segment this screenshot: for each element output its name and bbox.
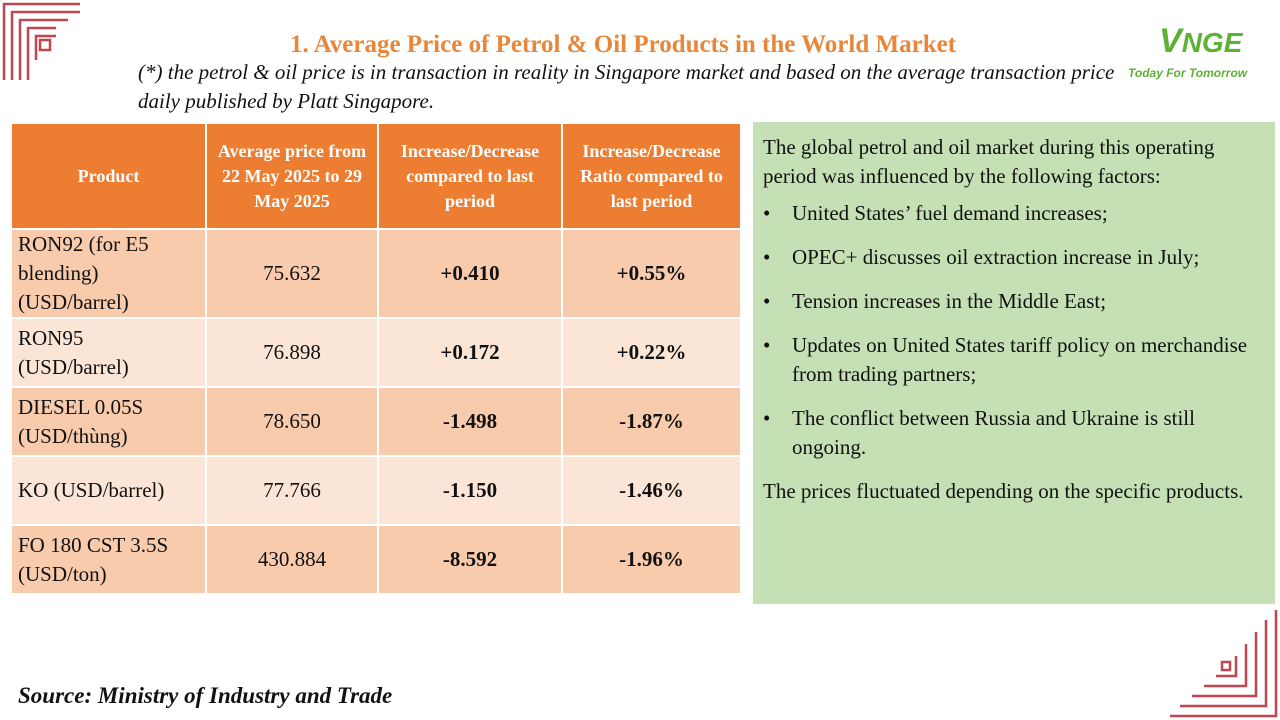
list-item: • OPEC+ discusses oil extraction increase… — [763, 243, 1265, 272]
price-change-ratio: +0.22% — [561, 317, 742, 388]
price-change: -1.150 — [377, 455, 563, 526]
product-name: DIESEL 0.05S (USD/thùng) — [10, 386, 207, 457]
list-item: • Tension increases in the Middle East; — [763, 287, 1265, 316]
factor-text: The conflict between Russia and Ukraine … — [792, 406, 1195, 459]
list-item: • United States’ fuel demand increases; — [763, 199, 1265, 228]
average-price: 430.884 — [205, 524, 379, 595]
average-price: 77.766 — [205, 455, 379, 526]
price-change-ratio: -1.96% — [561, 524, 742, 595]
price-change-ratio: -1.87% — [561, 386, 742, 457]
bullet-icon: • — [763, 289, 771, 313]
header-change: Increase/Decrease compared to last perio… — [377, 122, 563, 230]
price-change-ratio: -1.46% — [561, 455, 742, 526]
factors-intro: The global petrol and oil market during … — [763, 135, 1215, 188]
average-price: 76.898 — [205, 317, 379, 388]
price-change-ratio: +0.55% — [561, 228, 742, 319]
price-change: +0.172 — [377, 317, 563, 388]
bullet-icon: • — [763, 333, 771, 357]
product-name: RON92 (for E5 blending) (USD/barrel) — [10, 228, 207, 319]
market-factors-panel: The global petrol and oil market during … — [753, 122, 1275, 604]
product-name: FO 180 CST 3.5S (USD/ton) — [10, 524, 207, 595]
average-price: 78.650 — [205, 386, 379, 457]
header-average-price: Average price from 22 May 2025 to 29 May… — [205, 122, 379, 230]
price-table: Product Average price from 22 May 2025 t… — [10, 122, 742, 595]
factor-text: Tension increases in the Middle East; — [792, 289, 1107, 313]
table-row: FO 180 CST 3.5S (USD/ton) 430.884 -8.592… — [10, 524, 742, 595]
price-change: +0.410 — [377, 228, 563, 319]
corner-ornament-top-left — [2, 2, 80, 80]
vnge-logo: VNGE Today For Tomorrow — [1126, 22, 1266, 88]
table-row: RON95 (USD/barrel) 76.898 +0.172 +0.22% — [10, 317, 742, 388]
factors-list: • United States’ fuel demand increases; •… — [763, 199, 1265, 462]
page-title: 1. Average Price of Petrol & Oil Product… — [289, 30, 957, 58]
logo-mark: VNGE — [1159, 22, 1243, 60]
logo-tagline: Today For Tomorrow — [1128, 66, 1248, 80]
factor-text: Updates on United States tariff policy o… — [792, 333, 1248, 386]
subtitle-note: (*) the petrol & oil price is in transac… — [138, 60, 1115, 113]
product-name: RON95 (USD/barrel) — [10, 317, 207, 388]
bullet-icon: • — [763, 406, 771, 430]
list-item: • The conflict between Russia and Ukraine… — [763, 404, 1265, 462]
table-row: RON92 (for E5 blending) (USD/barrel) 75.… — [10, 228, 742, 319]
product-name: KO (USD/barrel) — [10, 455, 207, 526]
list-item: • Updates on United States tariff policy … — [763, 331, 1265, 389]
source-citation: Source: Ministry of Industry and Trade — [18, 683, 393, 708]
bullet-icon: • — [763, 201, 771, 225]
factor-text: OPEC+ discusses oil extraction increase … — [792, 245, 1200, 269]
price-change: -1.498 — [377, 386, 563, 457]
table-row: KO (USD/barrel) 77.766 -1.150 -1.46% — [10, 455, 742, 526]
table-header-row: Product Average price from 22 May 2025 t… — [10, 122, 742, 230]
bullet-icon: • — [763, 245, 771, 269]
header-product: Product — [10, 122, 207, 230]
factor-text: United States’ fuel demand increases; — [792, 201, 1108, 225]
header-ratio: Increase/Decrease Ratio compared to last… — [561, 122, 742, 230]
corner-ornament-bottom-right — [1170, 610, 1278, 718]
average-price: 75.632 — [205, 228, 379, 319]
table-row: DIESEL 0.05S (USD/thùng) 78.650 -1.498 -… — [10, 386, 742, 457]
factors-conclusion: The prices fluctuated depending on the s… — [763, 479, 1244, 503]
price-change: -8.592 — [377, 524, 563, 595]
